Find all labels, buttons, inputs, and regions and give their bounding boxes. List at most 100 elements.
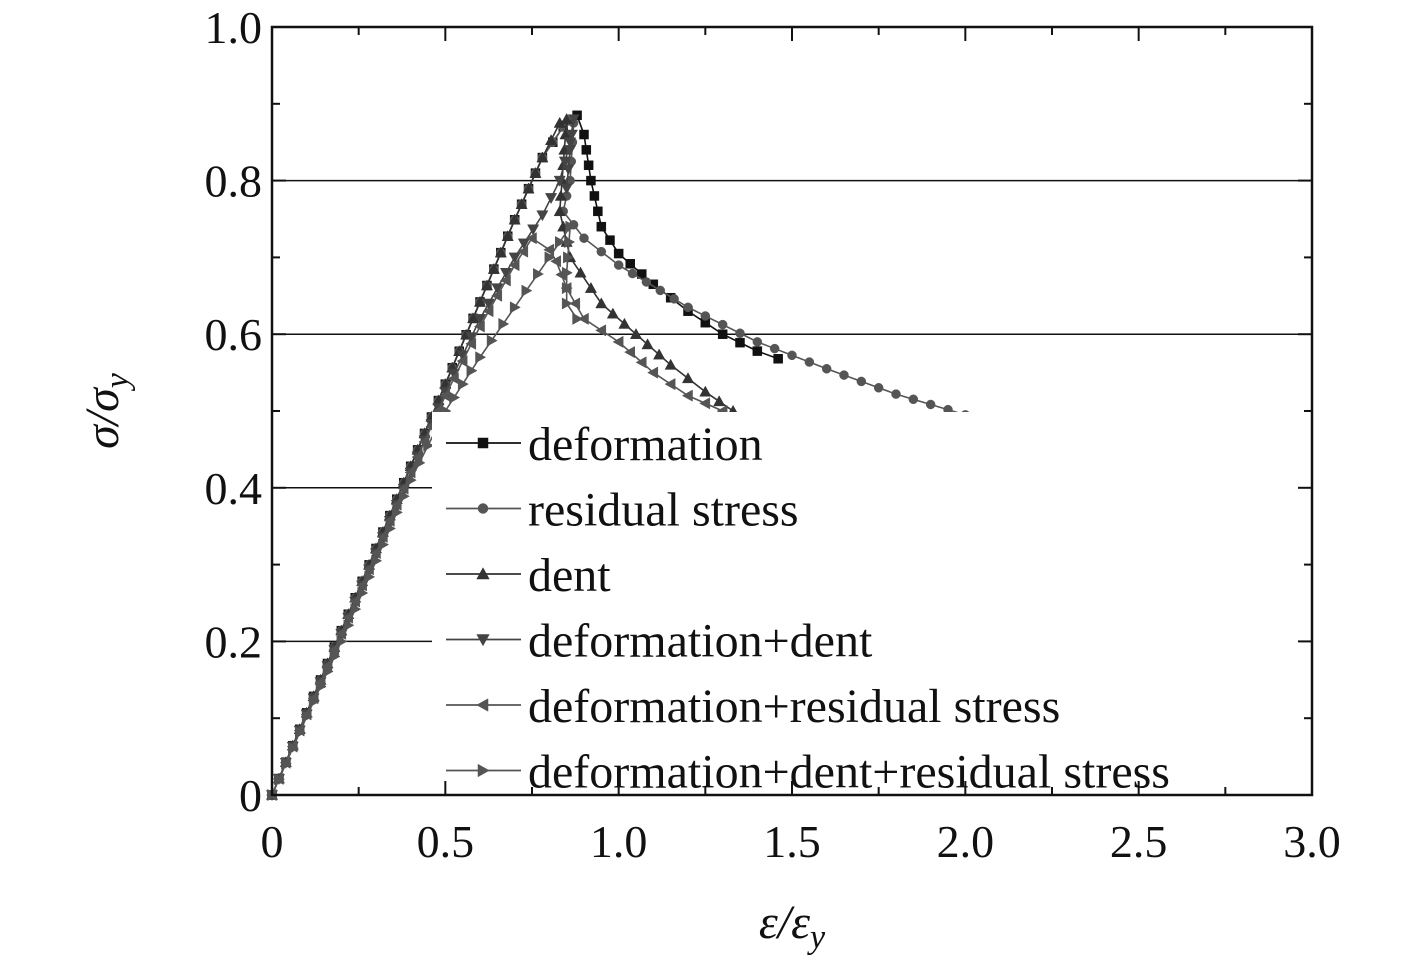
data-point-triangle-up (713, 395, 726, 407)
data-point-triangle-up (699, 385, 712, 397)
data-point-triangle-right (343, 619, 355, 632)
data-point-square (589, 191, 600, 201)
x-tick-label: 0 (261, 816, 284, 867)
data-point-circle (908, 394, 919, 405)
data-point-triangle-up (584, 281, 597, 293)
data-point-triangle-up (681, 372, 695, 384)
y-axis-title: σ/σy (76, 372, 136, 449)
data-point-triangle-left (681, 389, 693, 402)
data-point-triangle-right (308, 695, 320, 708)
data-point-triangle-down (491, 283, 504, 295)
data-point-triangle-down (476, 634, 490, 647)
data-point-triangle-right (336, 635, 348, 648)
data-point-square (596, 221, 607, 232)
data-point-triangle-right (315, 680, 327, 693)
data-point-triangle-right (533, 267, 544, 281)
data-point-triangle-right (544, 251, 556, 264)
legend-label: deformation+residual stress (528, 680, 1060, 733)
data-point-square (593, 206, 603, 217)
data-point-triangle-down (473, 314, 487, 325)
x-tick-label: 1.5 (763, 816, 821, 867)
data-point-circle (700, 311, 711, 321)
data-point-triangle-down (527, 224, 540, 236)
legend: deformation residual stress dent deformatio… (446, 418, 1170, 799)
data-point-triangle-left (595, 324, 607, 337)
data-point-triangle-down (482, 298, 495, 310)
data-point-triangle-right (449, 391, 461, 404)
data-point-triangle-right (301, 710, 313, 723)
data-point-circle (683, 302, 693, 313)
data-point-triangle-right (281, 757, 293, 770)
data-point-triangle-up (494, 246, 507, 258)
data-point-circle (613, 260, 624, 270)
data-point-triangle-right (398, 490, 410, 503)
data-point-triangle-right (405, 474, 417, 487)
data-point-triangle-right (565, 220, 577, 233)
data-point-circle (856, 376, 867, 387)
data-point-circle (839, 370, 849, 380)
data-point-triangle-up (473, 295, 487, 307)
data-point-triangle-up (487, 262, 500, 274)
data-point-triangle-up (595, 297, 608, 309)
data-point-triangle-up (629, 328, 643, 339)
data-point-triangle-right (498, 317, 510, 331)
legend-background (432, 412, 1302, 790)
data-point-triangle-right (274, 773, 286, 786)
legend-item: deformation (446, 418, 763, 471)
data-point-square (581, 145, 592, 155)
data-point-triangle-left (569, 297, 581, 310)
data-point-triangle-right (509, 301, 521, 314)
data-point-triangle-down (545, 193, 558, 205)
data-point-circle (669, 294, 679, 304)
data-point-circle (717, 319, 728, 330)
data-point-triangle-up (560, 113, 573, 124)
legend-label: residual stress (528, 484, 799, 537)
data-point-triangle-down (564, 145, 577, 157)
data-point-circle (769, 343, 780, 354)
data-point-triangle-right (561, 297, 573, 310)
data-point-circle (804, 357, 815, 367)
data-point-triangle-down (499, 268, 513, 279)
y-tick-label: 0 (239, 770, 262, 821)
data-point-triangle-left (447, 372, 459, 385)
data-point-triangle-up (480, 279, 493, 291)
data-point-triangle-right (364, 570, 376, 583)
data-point-square (579, 129, 589, 140)
data-point-triangle-right (457, 378, 469, 391)
data-point-circle (925, 399, 936, 410)
data-point-square (586, 175, 596, 186)
data-point-triangle-right (486, 334, 498, 347)
data-point-circle (477, 503, 489, 514)
data-point-triangle-right (288, 741, 299, 755)
data-point-square (752, 346, 763, 356)
x-tick-label: 3.0 (1283, 816, 1341, 867)
legend-label: deformation+dent (528, 615, 873, 668)
data-point-triangle-right (477, 763, 490, 778)
data-point-triangle-right (294, 726, 306, 739)
legend-item: dent (446, 549, 611, 602)
data-point-triangle-right (423, 439, 435, 452)
data-point-triangle-left (550, 255, 562, 268)
data-point-triangle-right (563, 251, 574, 264)
data-point-square (605, 235, 615, 245)
data-point-triangle-right (385, 522, 397, 535)
data-point-triangle-up (554, 189, 567, 201)
data-point-triangle-left (517, 245, 529, 258)
data-point-triangle-left (508, 259, 520, 272)
data-point-circle (579, 233, 589, 243)
series-layer (265, 110, 1203, 802)
data-point-circle (873, 383, 884, 393)
data-point-triangle-right (475, 351, 487, 364)
data-point-triangle-left (664, 378, 676, 391)
data-point-circle (752, 337, 763, 347)
data-point-square (583, 160, 594, 170)
data-point-square (613, 248, 624, 259)
data-point-circle (891, 389, 901, 399)
data-point-triangle-left (612, 335, 624, 348)
data-point-triangle-right (561, 266, 573, 279)
data-point-triangle-left (699, 397, 711, 410)
data-point-triangle-right (466, 364, 478, 377)
legend-label: deformation+dent+residual stress (528, 746, 1170, 799)
data-point-triangle-up (664, 358, 677, 370)
